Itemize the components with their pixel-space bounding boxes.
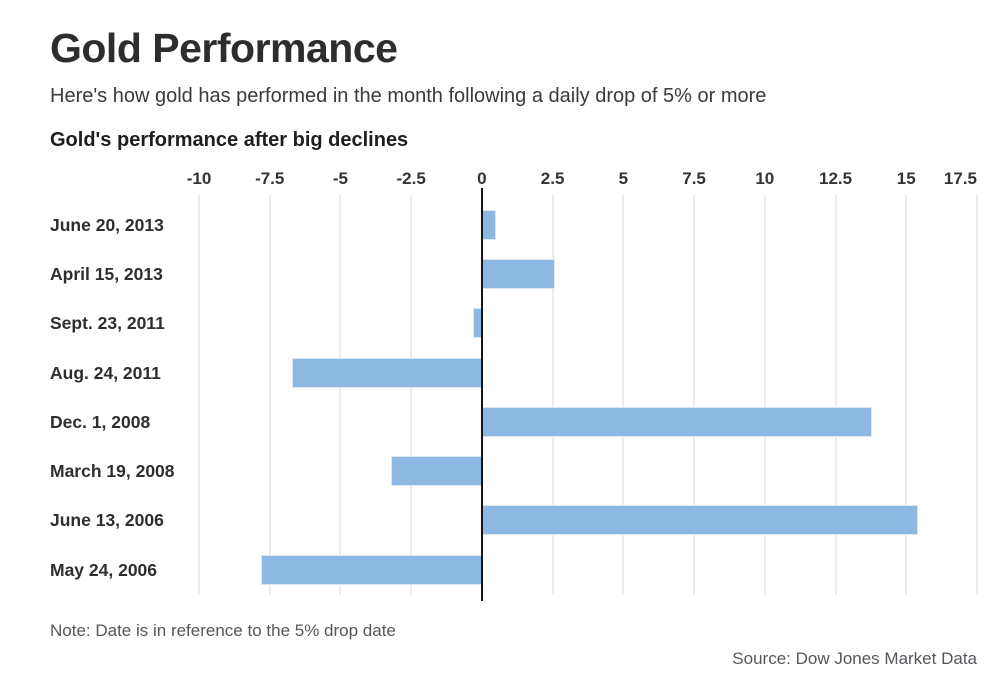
- x-tick-label: 15: [896, 169, 916, 188]
- x-tick-label: -7.5: [255, 169, 285, 188]
- chart-bar: [481, 209, 497, 240]
- chart-bar: [481, 258, 556, 289]
- gridline: [976, 195, 978, 595]
- chart-bar: [481, 505, 918, 536]
- x-tick-label: -2.5: [396, 169, 426, 188]
- chart-note: Note: Date is in reference to the 5% dro…: [50, 621, 396, 640]
- x-tick-label: 5: [618, 169, 629, 188]
- category-label: April 15, 2013: [50, 263, 163, 284]
- x-tick-label: 17.5: [943, 169, 977, 188]
- chart-bar: [481, 406, 873, 437]
- page-subtitle: Here's how gold has performed in the mon…: [50, 85, 767, 107]
- gridline: [268, 195, 271, 595]
- category-label: Aug. 24, 2011: [50, 362, 161, 383]
- gridline: [834, 195, 837, 595]
- gridline: [339, 195, 342, 595]
- category-label: March 19, 2008: [50, 461, 175, 482]
- zero-axis-line: [480, 188, 483, 601]
- x-tick-label: -10: [186, 169, 212, 188]
- category-label: Sept. 23, 2011: [50, 313, 165, 334]
- x-tick-label: -5: [332, 169, 349, 188]
- x-tick-label: 7.5: [682, 169, 706, 188]
- chart-source: Source: Dow Jones Market Data: [732, 649, 977, 668]
- chart-title: Gold's performance after big declines: [50, 129, 409, 151]
- x-tick-label: 2.5: [540, 169, 565, 188]
- category-label: June 13, 2006: [50, 510, 164, 531]
- gridline: [693, 195, 696, 595]
- gridline: [551, 195, 554, 595]
- chart-bar: [292, 357, 482, 388]
- gridline: [622, 195, 625, 595]
- gridline: [905, 195, 908, 595]
- gridline: [763, 195, 766, 595]
- x-tick-label: 0: [477, 169, 487, 188]
- chart-bar: [261, 554, 482, 585]
- x-tick-label: 10: [755, 169, 775, 188]
- chart-bar: [391, 456, 482, 487]
- gridline: [198, 195, 200, 595]
- category-label: Dec. 1, 2008: [50, 411, 151, 432]
- gridline: [410, 195, 413, 595]
- page-title: Gold Performance: [50, 25, 398, 71]
- x-tick-label: 12.5: [818, 169, 853, 188]
- category-label: June 20, 2013: [50, 214, 164, 235]
- category-label: May 24, 2006: [50, 559, 158, 580]
